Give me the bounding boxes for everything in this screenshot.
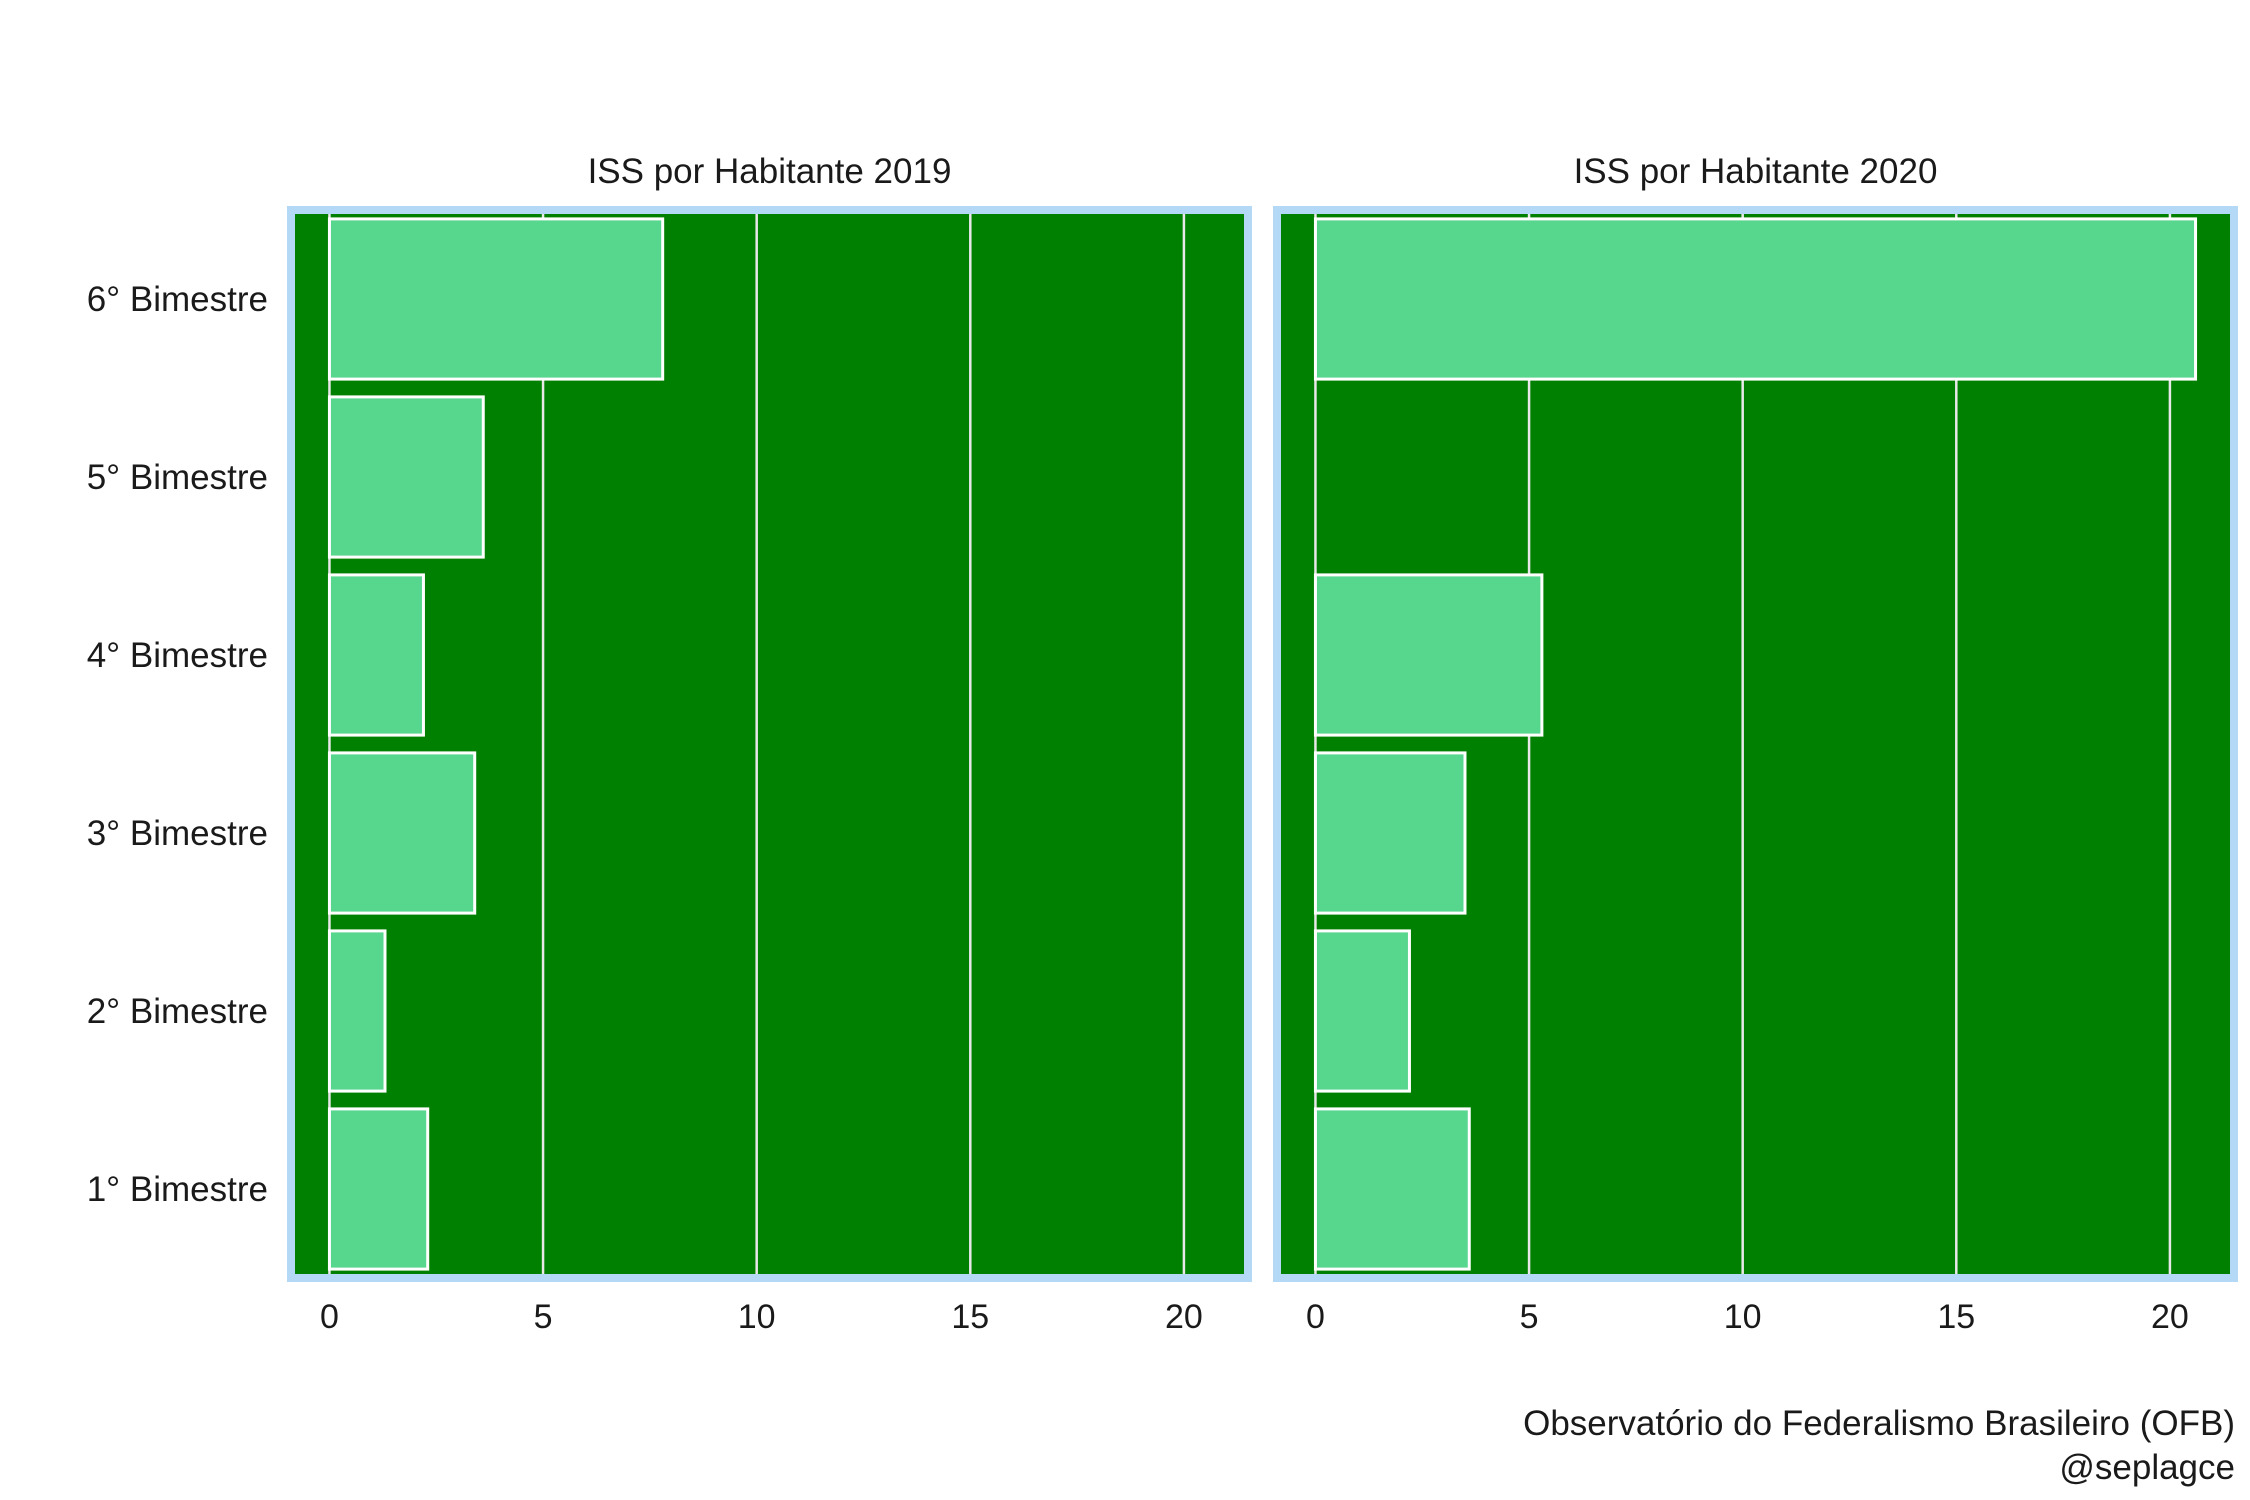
bar-2 bbox=[327, 929, 387, 1093]
panel-border bbox=[287, 206, 1252, 1282]
facet-panel-2: ISS por Habitante 2020 0 5 10 15 20 bbox=[1273, 152, 2238, 1336]
facet-title: ISS por Habitante 2020 bbox=[1574, 152, 1938, 191]
y-category-label: 5° Bimestre bbox=[87, 458, 268, 497]
panel-border bbox=[1273, 206, 2238, 1282]
bar-4 bbox=[1313, 573, 1544, 737]
bar-6 bbox=[327, 217, 665, 381]
bar-6 bbox=[1313, 217, 2198, 381]
y-category-label: 6° Bimestre bbox=[87, 280, 268, 319]
facet-panel-1: ISS por Habitante 2019 0 5 10 15 20 bbox=[287, 152, 1252, 1336]
y-category-label: 3° Bimestre bbox=[87, 814, 268, 853]
y-category-label: 1° Bimestre bbox=[87, 1170, 268, 1209]
x-tick-label: 5 bbox=[1520, 1298, 1539, 1336]
x-tick-label: 20 bbox=[1165, 1298, 1203, 1336]
bar-3 bbox=[1313, 751, 1467, 915]
bar-1 bbox=[1313, 1107, 1471, 1271]
x-tick-label: 15 bbox=[1937, 1298, 1975, 1336]
x-tick-label: 20 bbox=[2151, 1298, 2189, 1336]
x-tick-label: 10 bbox=[1724, 1298, 1762, 1336]
bar-1 bbox=[327, 1107, 430, 1271]
y-category-label: 2° Bimestre bbox=[87, 992, 268, 1031]
caption-source: Observatório do Federalismo Brasileiro (… bbox=[1523, 1404, 2235, 1443]
y-category-label: 4° Bimestre bbox=[87, 636, 268, 675]
x-tick-label: 0 bbox=[320, 1298, 339, 1336]
bar-4 bbox=[327, 573, 425, 737]
bar-3 bbox=[327, 751, 477, 915]
bar-2 bbox=[1313, 929, 1411, 1093]
bar-5 bbox=[327, 395, 485, 559]
facet-title: ISS por Habitante 2019 bbox=[588, 152, 952, 191]
x-tick-label: 10 bbox=[738, 1298, 776, 1336]
x-tick-label: 5 bbox=[534, 1298, 553, 1336]
x-tick-label: 0 bbox=[1306, 1298, 1325, 1336]
panel-background bbox=[287, 206, 1252, 1282]
x-tick-label: 15 bbox=[951, 1298, 989, 1336]
caption-handle: @seplagce bbox=[2059, 1448, 2235, 1487]
